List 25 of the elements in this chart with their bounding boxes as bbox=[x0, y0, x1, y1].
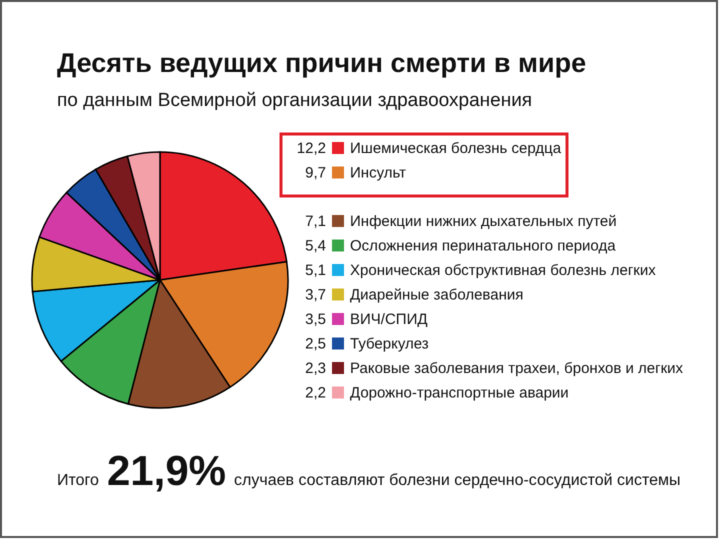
legend-label: Диарейные заболевания bbox=[350, 286, 524, 304]
legend-label: Дорожно-транспортные аварии bbox=[350, 384, 569, 402]
legend-label: Хроническая обструктивная болезнь легких bbox=[350, 262, 656, 279]
data-label: 12,2 bbox=[296, 140, 326, 157]
legend-label: Осложнения перинатального периода bbox=[350, 238, 616, 254]
legend-label: ВИЧ/СПИД bbox=[350, 311, 428, 328]
legend-label: Раковые заболевания трахеи, бронхов и легких bbox=[350, 360, 684, 377]
data-label: 3,7 bbox=[305, 286, 326, 304]
data-label: 7,1 bbox=[305, 213, 326, 230]
chart-title: Десять ведущих причин смерти в мире bbox=[57, 48, 586, 78]
data-label: 3,5 bbox=[305, 311, 326, 328]
legend-label: Инфекции нижних дыхательных путей bbox=[350, 213, 617, 230]
data-label: 2,3 bbox=[305, 360, 326, 377]
data-label: 5,1 bbox=[305, 262, 326, 279]
legend-label: Ишемическая болезнь сердца bbox=[350, 140, 562, 157]
data-label: 9,7 bbox=[305, 164, 326, 182]
data-label: 5,4 bbox=[305, 238, 326, 254]
text: Итого bbox=[57, 472, 100, 489]
legend-label: Инсульт bbox=[350, 164, 406, 182]
data-label: 2,2 bbox=[305, 384, 326, 402]
text: случаев составляют болезни сердечно-сосудистой системы bbox=[234, 472, 681, 489]
legend-label: Туберкулез bbox=[350, 336, 429, 352]
chart-subtitle: по данным Всемирной организации здравоохранения bbox=[57, 90, 532, 111]
text: 21,9% bbox=[106, 447, 226, 494]
data-label: 2,5 bbox=[305, 336, 326, 352]
